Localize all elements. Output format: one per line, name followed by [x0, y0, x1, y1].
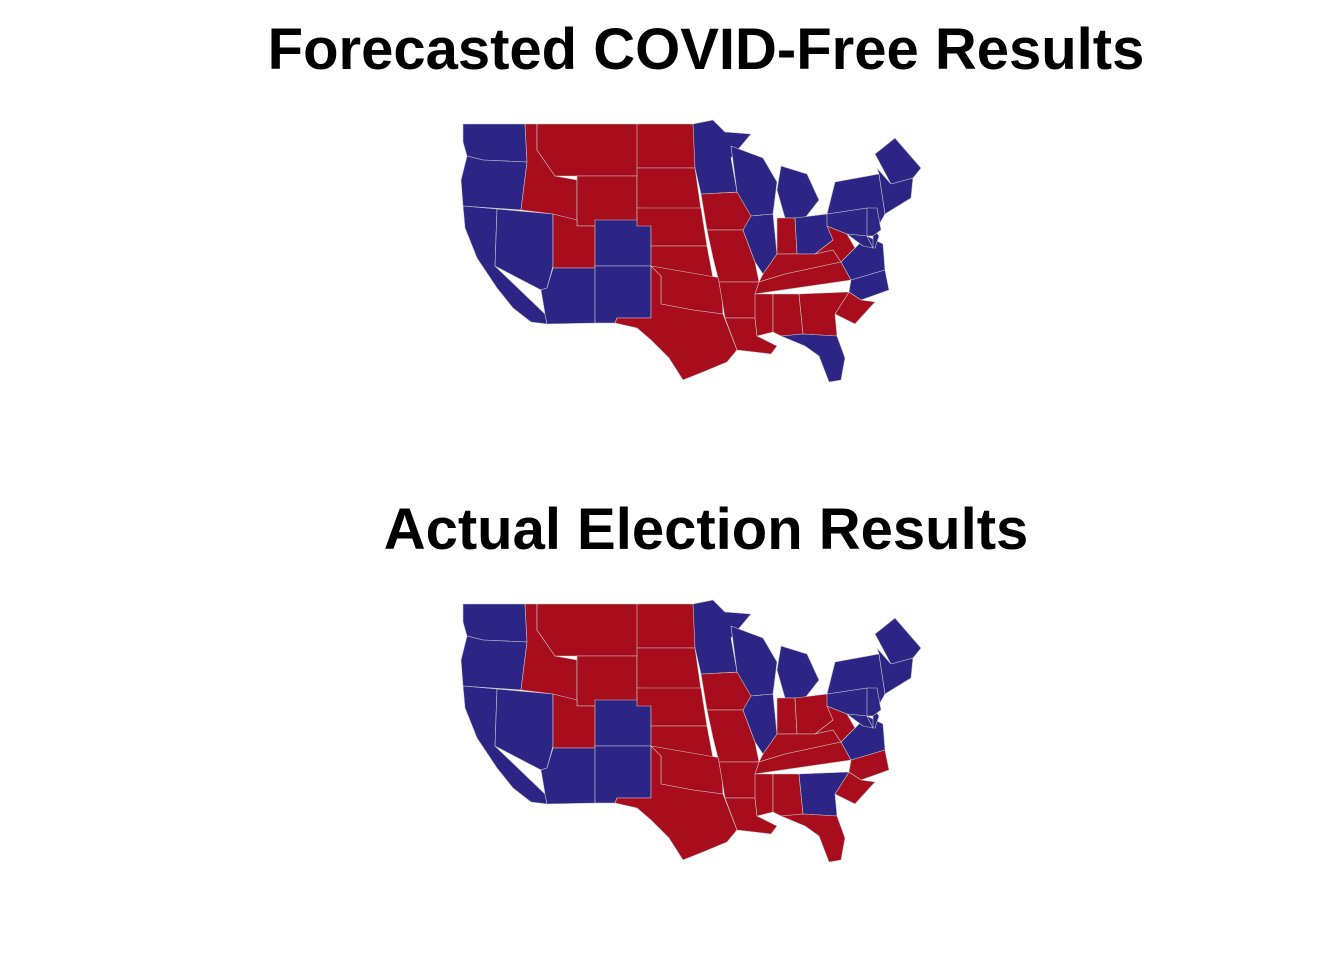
state-ne6 — [876, 167, 914, 215]
state-mn — [692, 119, 752, 195]
state-nm — [594, 745, 652, 804]
state-sd — [636, 167, 702, 211]
state-wa — [462, 603, 528, 643]
state-mn — [692, 599, 752, 675]
state-nj — [866, 687, 882, 717]
state-in — [776, 217, 798, 255]
state-ms — [754, 773, 774, 817]
state-al — [772, 773, 804, 817]
state-wv — [814, 225, 856, 263]
state-nd — [636, 603, 696, 649]
state-ms — [754, 293, 774, 337]
state-tx — [614, 745, 738, 861]
state-nj — [866, 207, 882, 237]
state-ga — [798, 291, 850, 337]
state-co — [594, 699, 652, 747]
state-ar — [718, 281, 760, 319]
state-fl — [780, 813, 846, 863]
state-me — [874, 617, 922, 665]
state-wy — [576, 655, 638, 707]
state-or — [460, 635, 528, 691]
state-wy — [576, 175, 638, 227]
state-mi — [776, 645, 820, 699]
state-me — [874, 137, 922, 185]
state-sd — [636, 647, 702, 691]
state-mi — [776, 165, 820, 219]
forecast-us-map — [460, 119, 922, 383]
state-nd — [636, 123, 696, 169]
state-nc — [848, 269, 890, 301]
state-wv — [814, 705, 856, 743]
state-or — [460, 155, 528, 211]
state-ne6 — [876, 647, 914, 695]
state-al — [772, 293, 804, 337]
state-ar — [718, 761, 760, 799]
state-co — [594, 219, 652, 267]
state-tx — [614, 265, 738, 381]
state-wa — [462, 123, 528, 163]
actual-map-panel: Actual Election Results — [0, 480, 1344, 960]
state-nm — [594, 265, 652, 324]
state-in — [776, 697, 798, 735]
forecast-map-title: Forecasted COVID-Free Results — [267, 17, 1145, 82]
actual-us-map — [460, 599, 922, 863]
state-nc — [848, 749, 890, 781]
actual-map-title: Actual Election Results — [383, 497, 1029, 562]
state-ga — [798, 771, 850, 817]
forecast-map-panel: Forecasted COVID-Free Results — [267, 17, 1145, 383]
state-fl — [780, 333, 846, 383]
